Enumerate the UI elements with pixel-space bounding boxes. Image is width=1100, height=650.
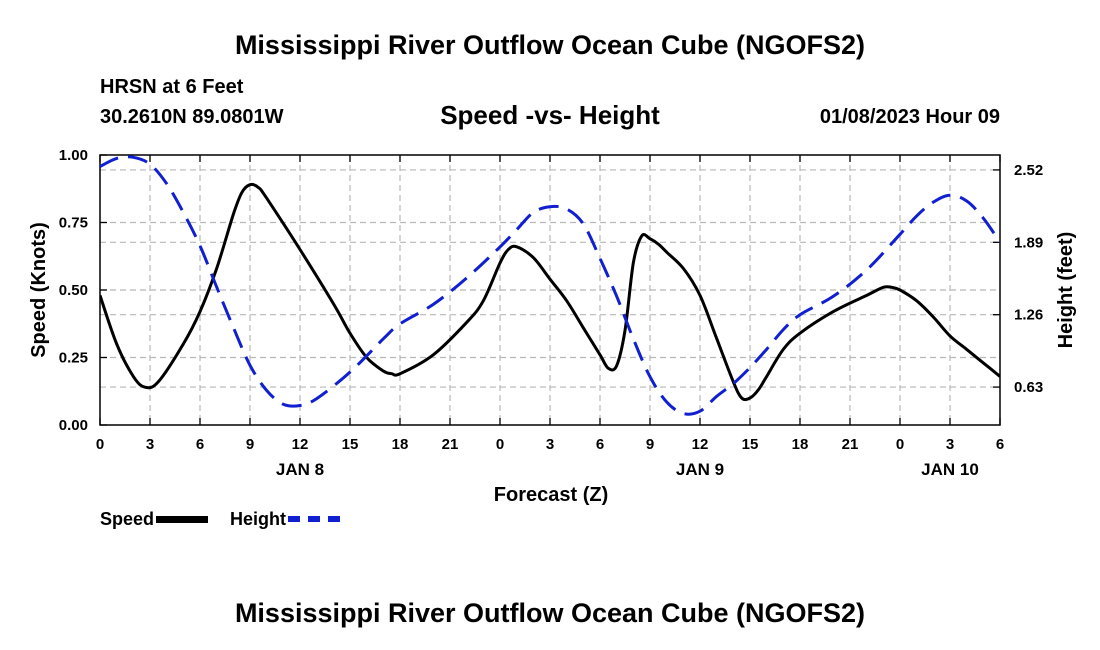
x-tick-label: 3 xyxy=(946,436,954,453)
legend-speed-swatch xyxy=(156,515,209,523)
x-tick-label: 9 xyxy=(646,436,654,453)
y-tick-label: 0.75 xyxy=(59,215,88,232)
x-tick-label: 12 xyxy=(692,436,709,453)
x-tick-label: 15 xyxy=(742,436,759,453)
x-tick-label: 9 xyxy=(246,436,254,453)
y2-tick-label: 1.89 xyxy=(1014,234,1043,251)
x-tick-label: 0 xyxy=(896,436,904,453)
x-tick-label: 3 xyxy=(546,436,554,453)
x-tick-label: 12 xyxy=(292,436,309,453)
y2-tick-label: 1.26 xyxy=(1014,307,1043,324)
y-tick-label: 0.00 xyxy=(59,417,88,434)
legend-height-label: Height xyxy=(230,508,286,529)
legend-height-swatch xyxy=(288,516,340,522)
x-tick-label: 21 xyxy=(442,436,459,453)
y-axis-title: Speed (Knots) xyxy=(28,222,50,358)
x-tick-label: 18 xyxy=(392,436,409,453)
y-tick-label: 0.25 xyxy=(59,350,88,367)
y2-tick-label: 0.63 xyxy=(1014,379,1043,396)
y2-tick-label: 2.52 xyxy=(1014,162,1043,179)
chart-subtitle: Speed -vs- Height xyxy=(440,100,660,130)
x-tick-label: 6 xyxy=(596,436,604,453)
legend-speed: Speed xyxy=(100,508,209,529)
y-tick-label: 0.50 xyxy=(59,282,88,299)
x-tick-label: 18 xyxy=(792,436,809,453)
x-axis-title: Forecast (Z) xyxy=(494,484,608,506)
legend-height: Height xyxy=(230,509,340,529)
date-label: JAN 9 xyxy=(676,460,724,479)
speed-series-line xyxy=(100,182,1000,402)
main-title: Mississippi River Outflow Ocean Cube (NG… xyxy=(234,30,866,60)
x-tick-label: 3 xyxy=(146,436,154,453)
date-label: JAN 8 xyxy=(276,460,324,479)
station-label: HRSN at 6 Feet xyxy=(100,76,244,98)
y-tick-label: 1.00 xyxy=(59,147,88,164)
height-series-line xyxy=(100,155,1000,416)
x-tick-label: 0 xyxy=(496,436,504,453)
x-tick-label: 0 xyxy=(96,436,104,453)
bottom-title: Mississippi River Outflow Ocean Cube (NG… xyxy=(234,598,866,628)
x-tick-label: 6 xyxy=(196,436,204,453)
forecast-datetime: 01/08/2023 Hour 09 xyxy=(819,106,1000,128)
legend-speed-label: Speed xyxy=(100,508,155,529)
station-coordinates: 30.2610N 89.0801W xyxy=(100,106,284,128)
y2-axis-title: Height (feet) xyxy=(1055,232,1077,349)
x-tick-label: 6 xyxy=(996,436,1004,453)
date-label: JAN 10 xyxy=(921,460,979,479)
x-tick-label: 21 xyxy=(842,436,859,453)
x-tick-label: 15 xyxy=(342,436,359,453)
